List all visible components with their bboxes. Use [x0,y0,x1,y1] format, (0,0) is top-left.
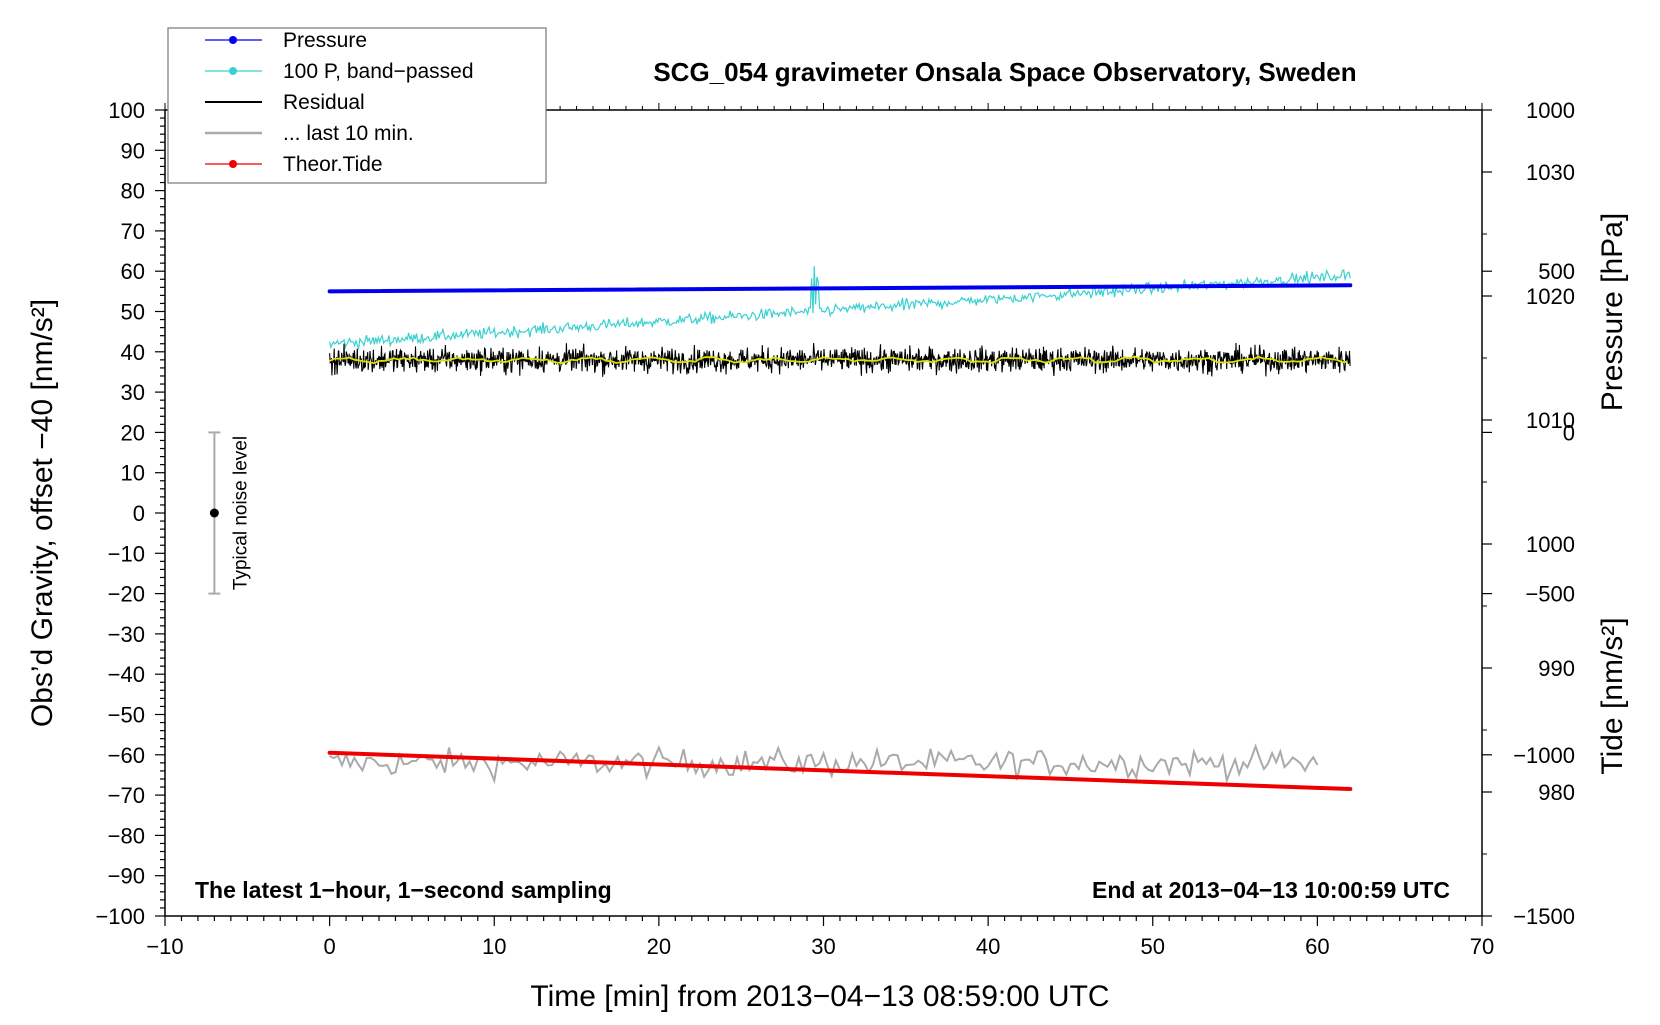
legend-marker [229,67,237,75]
tide-tick-label: −500 [1525,582,1575,607]
y-tick-label: 40 [121,340,145,365]
x-tick-label: 20 [647,934,671,959]
x-tick-label: 60 [1305,934,1329,959]
chart-title: SCG_054 gravimeter Onsala Space Observat… [653,57,1356,87]
legend-label: ... last 10 min. [283,122,414,145]
band-passed-line [329,266,1351,351]
y-tick-label: −30 [108,622,145,647]
x-tick-label: 50 [1141,934,1165,959]
y-tick-label: −50 [108,703,145,728]
smoothed-residual-line [329,355,1348,365]
end-time-annotation: End at 2013−04−13 10:00:59 UTC [1092,877,1450,903]
tide-tick-label: 1000 [1526,98,1575,123]
tide-tick-label: −1500 [1513,904,1575,929]
sampling-annotation: The latest 1−hour, 1−second sampling [195,877,612,903]
y-tick-label: 80 [121,179,145,204]
pressure-line [327,283,1353,294]
y-tick-label: −60 [108,743,145,768]
y-tick-label: −20 [108,582,145,607]
y-axis: 1009080706050403020100−10−20−30−40−50−60… [95,98,165,929]
y-tick-label: 10 [121,461,145,486]
y-axis-title: Obs’d Gravity, offset −40 [nm/s²] [26,299,59,727]
pressure-tick-label: 1030 [1526,160,1575,185]
pressure-tick-label: 1000 [1526,532,1575,557]
x-tick-label: 10 [482,934,506,959]
plot-frame [164,109,1483,917]
legend-marker [229,160,237,168]
pressure-axis-title: Pressure [hPa] [1596,213,1629,411]
tide-tick-label: 0 [1563,420,1575,445]
y-tick-label: −80 [108,823,145,848]
legend-box [167,27,547,184]
legend-label: Residual [283,91,365,114]
y-tick-label: 30 [121,380,145,405]
y-tick-label: 90 [121,138,145,163]
x-tick-label: 0 [324,934,336,959]
y-tick-label: 100 [108,98,145,123]
noise-bar-point [209,508,219,518]
noise-bar: Typical noise level [208,431,251,595]
legend: Pressure 100 P, band−passed Residual ... la… [167,27,547,184]
legend-marker [229,36,237,44]
x-axis-title: Time [min] from 2013−04−13 08:59:00 UTC [530,980,1109,1013]
tide-tick-label: 500 [1538,259,1575,284]
tide-axis-title: Tide [nm/s²] [1596,617,1629,774]
theoretical-tide-line [327,750,1353,792]
x-axis: −10 0 10 20 30 40 50 60 70 [146,103,1494,959]
pressure-tick-label: 990 [1538,656,1575,681]
x-tick-label: 40 [976,934,1000,959]
pressure-tick-label: 1010 [1526,408,1575,433]
y-tick-label: 70 [121,219,145,244]
pressure-tick-label: 1020 [1526,284,1575,309]
y-tick-label: −90 [108,864,145,889]
noise-bar-label: Typical noise level [230,436,251,590]
y-tick-label: −40 [108,662,145,687]
tide-tick-label: −1000 [1513,743,1575,768]
legend-label: Theor.Tide [283,153,383,176]
y-tick-label: −70 [108,783,145,808]
last-10-min-line [329,743,1319,785]
y-tick-label: −10 [108,541,145,566]
y-tick-label: −100 [95,904,145,929]
y-tick-label: 20 [121,420,145,445]
right-axes: 1030 1020 1010 1000 990 980 1000 500 0 −500 −1000 −… [1482,98,1575,929]
legend-label: Pressure [283,29,367,52]
x-tick-label: −10 [146,934,183,959]
y-tick-label: 50 [121,300,145,325]
y-tick-label: 0 [133,501,145,526]
x-tick-label: 30 [811,934,835,959]
trace-layer [327,266,1353,792]
y-tick-label: 60 [121,259,145,284]
x-tick-label: 70 [1470,934,1494,959]
residual-line [329,342,1351,377]
pressure-tick-label: 980 [1538,780,1575,805]
legend-label: 100 P, band−passed [283,60,474,83]
